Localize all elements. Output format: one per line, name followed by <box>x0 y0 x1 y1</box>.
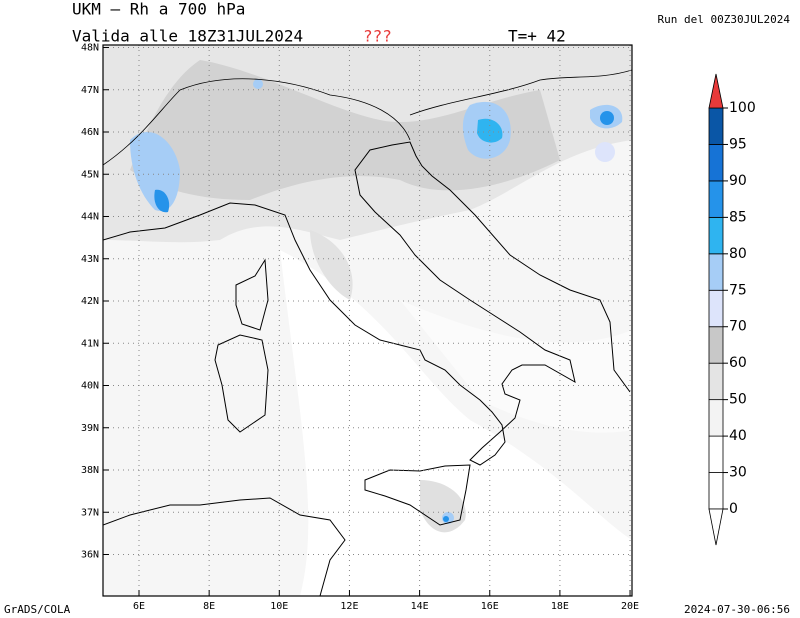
colorbar-over <box>708 73 724 109</box>
colorbar-label: 40 <box>729 428 747 444</box>
footer-right: 2024-07-30-06:56 <box>684 603 790 616</box>
lat-label: 40N <box>81 381 99 392</box>
map-frame <box>102 44 633 597</box>
colorbar-label: 70 <box>729 319 747 335</box>
lon-label: 18E <box>551 601 569 612</box>
colorbar-box <box>708 289 724 328</box>
colorbar-box <box>708 326 724 364</box>
colorbar-label: 75 <box>729 282 747 298</box>
colorbar-label: 60 <box>729 355 747 371</box>
lat-label: 36N <box>81 550 99 561</box>
grid: 6E 8E 10E 12E 14E 16E 18E 20E 48N 47N 46N 45N 44N 43N… <box>81 43 639 613</box>
lat-label: 42N <box>81 296 99 307</box>
colorbar-label: 0 <box>729 501 738 517</box>
map-field <box>103 45 632 596</box>
colorbar-box <box>708 180 724 218</box>
forecast-step: T=+ 42 <box>508 27 566 46</box>
lat-label: 48N <box>81 43 99 54</box>
colorbar-box <box>708 253 724 291</box>
colorbar-box <box>708 216 724 255</box>
colorbar-label: 80 <box>729 246 747 262</box>
lon-label: 10E <box>270 601 288 612</box>
title: UKM – Rh a 700 hPa <box>72 0 245 19</box>
lat-label: 37N <box>81 507 99 518</box>
lat-label: 43N <box>81 254 99 265</box>
colorbar-box <box>708 144 724 182</box>
colorbar-label: 95 <box>729 136 747 152</box>
colorbar-box <box>708 472 724 510</box>
flag: ??? <box>363 27 392 46</box>
lat-label: 45N <box>81 169 99 180</box>
lon-label: 6E <box>133 601 145 612</box>
lat-label: 39N <box>81 423 99 434</box>
run-time: Run del 00Z30JUL2024 <box>658 13 791 26</box>
colorbar-box <box>708 107 724 145</box>
lon-label: 8E <box>203 601 215 612</box>
colorbar-box <box>708 399 724 437</box>
lat-label: 44N <box>81 212 99 223</box>
colorbar-label: 50 <box>729 392 747 408</box>
valid-time: Valida alle 18Z31JUL2024 <box>72 27 303 46</box>
colorbar-box <box>708 362 724 401</box>
colorbar-box <box>708 435 724 473</box>
colorbar: 0 30 40 50 60 70 75 80 85 90 95 100 <box>708 73 756 546</box>
lon-label: 14E <box>411 601 429 612</box>
lon-label: 20E <box>621 601 639 612</box>
colorbar-label: 30 <box>729 465 747 481</box>
lat-label: 46N <box>81 127 99 138</box>
lat-label: 41N <box>81 338 99 349</box>
lon-label: 12E <box>340 601 358 612</box>
footer-left: GrADS/COLA <box>4 603 71 616</box>
colorbar-label: 85 <box>729 209 747 225</box>
coastlines <box>103 69 632 596</box>
lat-label: 38N <box>81 465 99 476</box>
colorbar-label: 100 <box>729 100 756 116</box>
colorbar-under <box>708 508 724 546</box>
colorbar-label: 90 <box>729 173 747 189</box>
lat-label: 47N <box>81 85 99 96</box>
lon-label: 16E <box>481 601 499 612</box>
